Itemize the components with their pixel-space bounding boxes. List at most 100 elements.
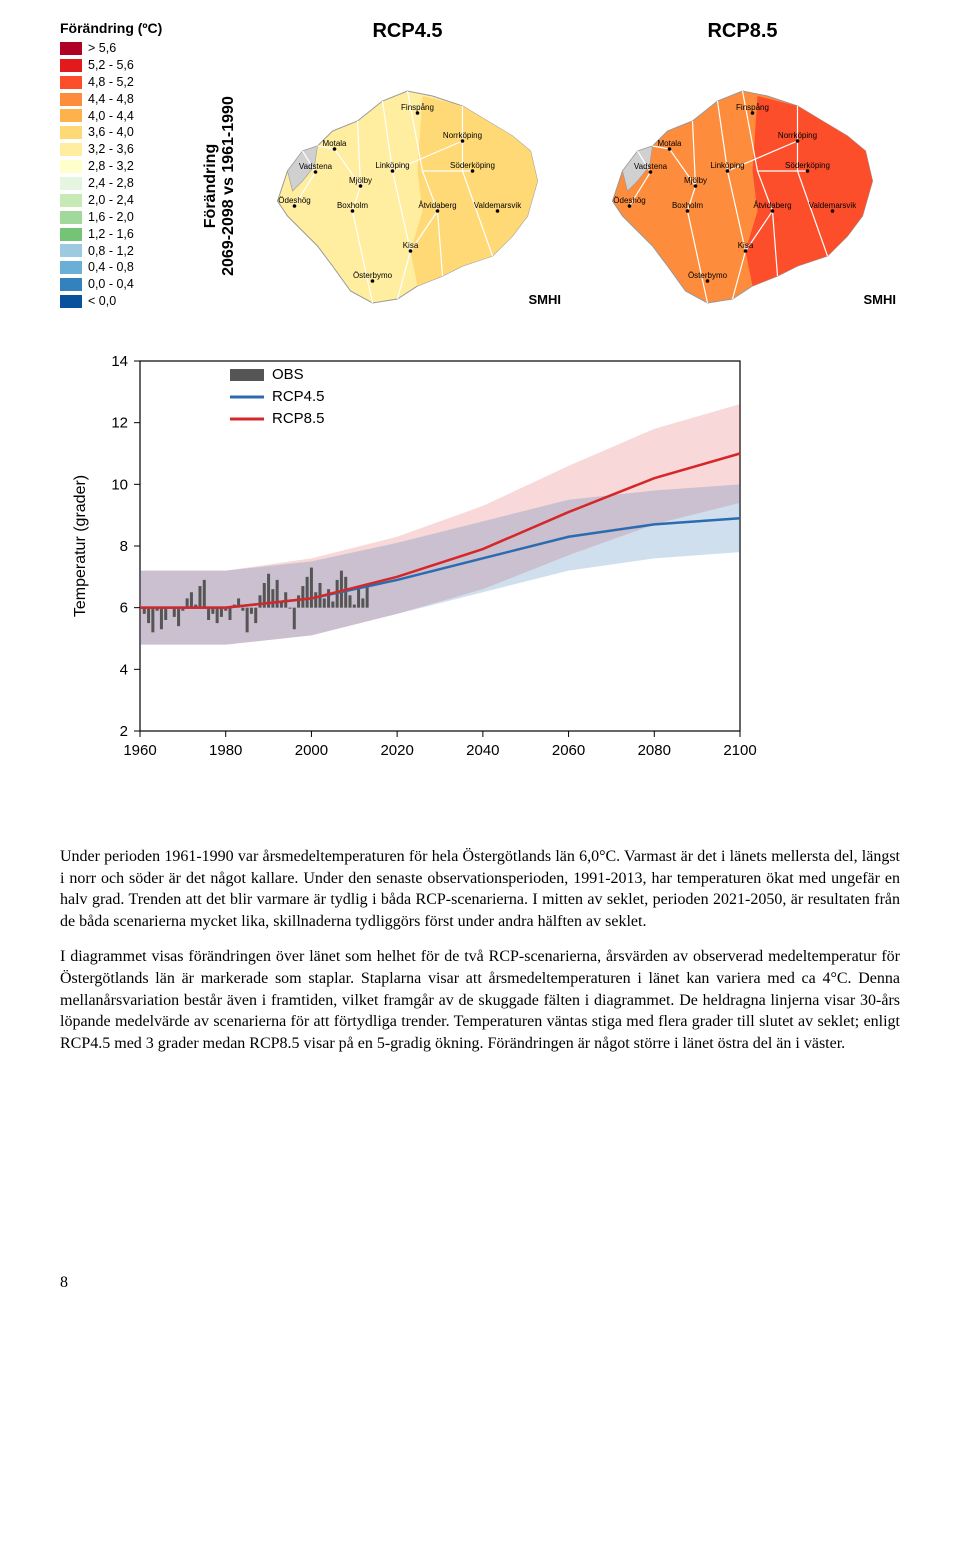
legend-swatch bbox=[60, 278, 82, 291]
svg-text:2100: 2100 bbox=[723, 742, 756, 759]
svg-text:Valdemarsvik: Valdemarsvik bbox=[474, 201, 522, 210]
legend-swatch bbox=[60, 228, 82, 241]
svg-text:14: 14 bbox=[111, 353, 128, 370]
legend-label: 1,2 - 1,6 bbox=[88, 226, 134, 243]
svg-text:Mjölby: Mjölby bbox=[349, 176, 372, 185]
legend-row: 1,6 - 2,0 bbox=[60, 209, 190, 226]
legend-swatch bbox=[60, 244, 82, 257]
legend-row: 2,4 - 2,8 bbox=[60, 175, 190, 192]
map-rcp45: MotalaVadstenaÖdeshögMjölbyBoxholmFinspå… bbox=[250, 51, 565, 311]
svg-text:Motala: Motala bbox=[657, 139, 682, 148]
legend-row: 4,0 - 4,4 bbox=[60, 108, 190, 125]
svg-text:6: 6 bbox=[120, 600, 128, 617]
map-attrib-right: SMHI bbox=[864, 292, 897, 307]
temperature-chart: 1960198020002020204020602080210024681012… bbox=[60, 341, 900, 786]
legend-row: 4,8 - 5,2 bbox=[60, 74, 190, 91]
svg-text:Söderköping: Söderköping bbox=[450, 161, 495, 170]
legend-label: 2,8 - 3,2 bbox=[88, 158, 134, 175]
legend-row: < 0,0 bbox=[60, 293, 190, 310]
svg-text:2080: 2080 bbox=[638, 742, 671, 759]
svg-text:Motala: Motala bbox=[322, 139, 347, 148]
legend-swatch bbox=[60, 194, 82, 207]
svg-text:Österbymo: Österbymo bbox=[688, 271, 728, 280]
svg-text:Söderköping: Söderköping bbox=[785, 161, 830, 170]
map-panel-rcp85: RCP8.5 MotalaVadstenaÖdeshögMjölbyBoxhol… bbox=[585, 20, 900, 311]
svg-text:Boxholm: Boxholm bbox=[672, 201, 703, 210]
svg-text:Boxholm: Boxholm bbox=[337, 201, 368, 210]
legend-row: 2,8 - 3,2 bbox=[60, 158, 190, 175]
row-axis-label-line1: Förändring bbox=[202, 143, 219, 227]
svg-text:1960: 1960 bbox=[123, 742, 156, 759]
legend-swatch bbox=[60, 109, 82, 122]
svg-text:2060: 2060 bbox=[552, 742, 585, 759]
svg-text:Kisa: Kisa bbox=[738, 241, 754, 250]
legend-label: 3,6 - 4,0 bbox=[88, 124, 134, 141]
svg-text:Valdemarsvik: Valdemarsvik bbox=[809, 201, 857, 210]
legend-row: 2,0 - 2,4 bbox=[60, 192, 190, 209]
map-panel-rcp45: RCP4.5 MotalaVadstenaÖdeshögMjölbyBoxhol… bbox=[250, 20, 565, 311]
svg-text:8: 8 bbox=[120, 538, 128, 555]
map-title-rcp45: RCP4.5 bbox=[250, 20, 565, 43]
map-rcp85: MotalaVadstenaÖdeshögMjölbyBoxholmFinspå… bbox=[585, 51, 900, 311]
legend-row: 1,2 - 1,6 bbox=[60, 226, 190, 243]
svg-text:OBS: OBS bbox=[272, 366, 304, 383]
svg-text:2040: 2040 bbox=[466, 742, 499, 759]
svg-text:Vadstena: Vadstena bbox=[634, 162, 668, 171]
legend-swatch bbox=[60, 76, 82, 89]
legend-swatch bbox=[60, 160, 82, 173]
legend-label: 4,4 - 4,8 bbox=[88, 91, 134, 108]
legend-label: 4,0 - 4,4 bbox=[88, 108, 134, 125]
svg-text:1980: 1980 bbox=[209, 742, 242, 759]
svg-text:Österbymo: Österbymo bbox=[353, 271, 393, 280]
color-legend: Förändring (ºC) > 5,65,2 - 5,64,8 - 5,24… bbox=[60, 20, 190, 311]
svg-text:Norrköping: Norrköping bbox=[778, 131, 817, 140]
svg-text:Finspång: Finspång bbox=[736, 103, 769, 112]
svg-text:Linköping: Linköping bbox=[375, 161, 409, 170]
legend-swatch bbox=[60, 177, 82, 190]
svg-text:Temperatur (grader): Temperatur (grader) bbox=[72, 475, 89, 617]
legend-swatch bbox=[60, 126, 82, 139]
row-label-column: Förändring 2069-2098 vs 1961-1990 bbox=[200, 20, 240, 311]
legend-label: 0,4 - 0,8 bbox=[88, 259, 134, 276]
legend-title: Förändring (ºC) bbox=[60, 20, 190, 36]
row-axis-label: Förändring 2069-2098 vs 1961-1990 bbox=[202, 96, 238, 276]
svg-text:2020: 2020 bbox=[380, 742, 413, 759]
legend-row: 0,8 - 1,2 bbox=[60, 243, 190, 260]
svg-text:Åtvidaberg: Åtvidaberg bbox=[418, 201, 456, 210]
svg-text:Åtvidaberg: Åtvidaberg bbox=[753, 201, 791, 210]
paragraph-1: Under perioden 1961-1990 var årsmedeltem… bbox=[60, 846, 900, 932]
legend-label: 0,8 - 1,2 bbox=[88, 243, 134, 260]
body-text: Under perioden 1961-1990 var årsmedeltem… bbox=[60, 846, 900, 1054]
legend-label: < 0,0 bbox=[88, 293, 116, 310]
svg-text:Norrköping: Norrköping bbox=[443, 131, 482, 140]
svg-text:Finspång: Finspång bbox=[401, 103, 434, 112]
row-axis-label-line2: 2069-2098 vs 1961-1990 bbox=[220, 96, 237, 276]
paragraph-2: I diagrammet visas förändringen över län… bbox=[60, 946, 900, 1054]
maps-row: RCP4.5 MotalaVadstenaÖdeshögMjölbyBoxhol… bbox=[250, 20, 900, 311]
page-number: 8 bbox=[60, 1274, 900, 1292]
legend-swatch bbox=[60, 295, 82, 308]
legend-row: 3,6 - 4,0 bbox=[60, 124, 190, 141]
legend-row: 0,4 - 0,8 bbox=[60, 259, 190, 276]
legend-label: 2,0 - 2,4 bbox=[88, 192, 134, 209]
legend-label: > 5,6 bbox=[88, 40, 116, 57]
svg-text:10: 10 bbox=[111, 476, 128, 493]
map-attrib-left: SMHI bbox=[529, 292, 562, 307]
svg-text:Linköping: Linköping bbox=[710, 161, 744, 170]
svg-text:Kisa: Kisa bbox=[403, 241, 419, 250]
map-title-rcp85: RCP8.5 bbox=[585, 20, 900, 43]
legend-label: 0,0 - 0,4 bbox=[88, 276, 134, 293]
legend-label: 2,4 - 2,8 bbox=[88, 175, 134, 192]
legend-label: 5,2 - 5,6 bbox=[88, 57, 134, 74]
svg-text:Vadstena: Vadstena bbox=[299, 162, 333, 171]
legend-swatch bbox=[60, 93, 82, 106]
top-section: Förändring (ºC) > 5,65,2 - 5,64,8 - 5,24… bbox=[60, 20, 900, 311]
legend-row: 0,0 - 0,4 bbox=[60, 276, 190, 293]
svg-text:RCP4.5: RCP4.5 bbox=[272, 388, 325, 405]
legend-swatch bbox=[60, 261, 82, 274]
svg-text:2000: 2000 bbox=[295, 742, 328, 759]
legend-swatch bbox=[60, 143, 82, 156]
legend-swatch bbox=[60, 211, 82, 224]
svg-text:Mjölby: Mjölby bbox=[684, 176, 707, 185]
legend-row: 4,4 - 4,8 bbox=[60, 91, 190, 108]
